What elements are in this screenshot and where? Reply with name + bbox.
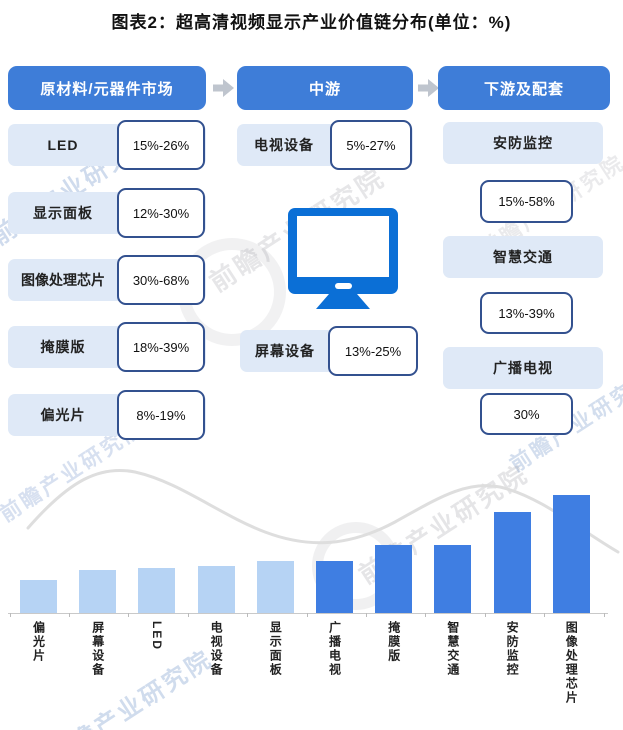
bar-label: 安防监控 — [505, 621, 520, 677]
column-header-upstream: 原材料/元器件市场 — [8, 66, 206, 110]
flow-item-label: 安防监控 — [493, 135, 553, 151]
bar-偏光片 — [20, 580, 57, 613]
flow-item-value: 18%-39% — [117, 322, 205, 372]
flow-item-label: 显示面板 — [33, 205, 93, 221]
column-header-midstream: 中游 — [237, 66, 413, 110]
bar-label: 电视设备 — [209, 621, 224, 677]
bar-label: 掩膜版 — [386, 621, 401, 663]
flow-item-value-label: 15%-58% — [498, 194, 555, 209]
axis-tick — [484, 613, 486, 617]
column-header-label: 原材料/元器件市场 — [40, 80, 174, 98]
axis-tick — [365, 613, 367, 617]
column-header-downstream: 下游及配套 — [438, 66, 610, 110]
flow-item-label: 偏光片 — [40, 407, 86, 423]
flow-item-image-chip: 图像处理芯片 30%-68% — [8, 255, 206, 305]
flow-item-polarizer: 偏光片 8%-19% — [8, 390, 206, 440]
bar-屏幕设备 — [79, 570, 117, 613]
flow-item-value-label: 13%-39% — [498, 305, 555, 321]
flow-item-label: 智慧交通 — [493, 249, 553, 265]
axis-tick — [187, 613, 189, 617]
bar-label: 广播电视 — [327, 621, 342, 677]
decorative-wave — [26, 468, 620, 554]
flow-item-value: 13%-25% — [328, 326, 418, 376]
x-axis — [8, 613, 608, 614]
bar-智慧交通 — [434, 545, 472, 613]
bar-LED — [138, 568, 176, 613]
flow-item-value: 30%-68% — [117, 255, 205, 305]
flow-item-value: 15%-26% — [117, 120, 205, 170]
bar-广播电视 — [316, 561, 353, 613]
flow-item-tv-equipment: 电视设备 5%-27% — [237, 120, 413, 170]
axis-tick — [306, 613, 308, 617]
flow-item-value: 13%-39% — [480, 292, 573, 334]
bar-label: 图像处理芯片 — [564, 621, 579, 705]
flow-item-value: 15%-58% — [480, 180, 573, 223]
flow-item-label: 广播电视 — [493, 360, 553, 376]
bar-label: 屏幕设备 — [90, 621, 105, 677]
bar-掩膜版 — [375, 545, 413, 613]
flow-item-label: 图像处理芯片 — [21, 272, 105, 288]
flow-item-led: LED 15%-26% — [8, 120, 206, 170]
flow-item-value: 12%-30% — [117, 188, 205, 238]
bar-label: 偏光片 — [31, 621, 46, 663]
bar-电视设备 — [197, 566, 235, 613]
column-header-label: 中游 — [308, 80, 341, 98]
flow-item-screen-equipment: 屏幕设备 13%-25% — [240, 326, 418, 376]
flow-item-value: 8%-19% — [117, 390, 205, 440]
flow-item-label: 屏幕设备 — [255, 343, 315, 359]
flow-item-label: 电视设备 — [254, 137, 314, 153]
axis-tick — [247, 613, 249, 617]
flow-item-label: 掩膜版 — [40, 339, 86, 355]
flow-item-mask-plate: 掩膜版 18%-39% — [8, 322, 206, 372]
bar-label: 智慧交通 — [445, 621, 460, 677]
bar-安防监控 — [493, 512, 531, 613]
axis-tick — [603, 613, 605, 617]
bar-label: LED — [149, 621, 164, 651]
bar-label: 显示面板 — [268, 621, 283, 677]
axis-tick — [128, 613, 130, 617]
bar-图像处理芯片 — [552, 495, 590, 613]
right-arrow-icon — [213, 79, 234, 97]
axis-tick — [425, 613, 427, 617]
column-header-label: 下游及配套 — [483, 80, 564, 98]
flow-item-label: LED — [47, 137, 79, 153]
flow-item-display-panel: 显示面板 12%-30% — [8, 188, 206, 238]
axis-tick — [9, 613, 11, 617]
flow-item-security-monitoring: 安防监控 — [443, 122, 603, 164]
bar-chart: 偏光片 屏幕设备 LED 电视设备 显示面板 广播电视 掩膜版 智慧交通 安防监控 图像处理芯片 — [0, 440, 623, 730]
flow-item-value-label: 30% — [513, 406, 540, 422]
flow-item-value: 5%-27% — [330, 120, 412, 170]
axis-tick — [68, 613, 70, 617]
tv-monitor-icon — [288, 208, 398, 312]
right-arrow-icon — [418, 79, 439, 97]
page-title: 图表2：超高清视频显示产业价值链分布(单位：%) — [111, 13, 512, 32]
axis-tick — [544, 613, 546, 617]
flow-item-broadcast-tv: 广播电视 — [443, 347, 603, 389]
flow-item-value: 30% — [480, 393, 573, 435]
bar-显示面板 — [256, 561, 294, 613]
flow-item-smart-transport: 智慧交通 — [443, 236, 603, 278]
